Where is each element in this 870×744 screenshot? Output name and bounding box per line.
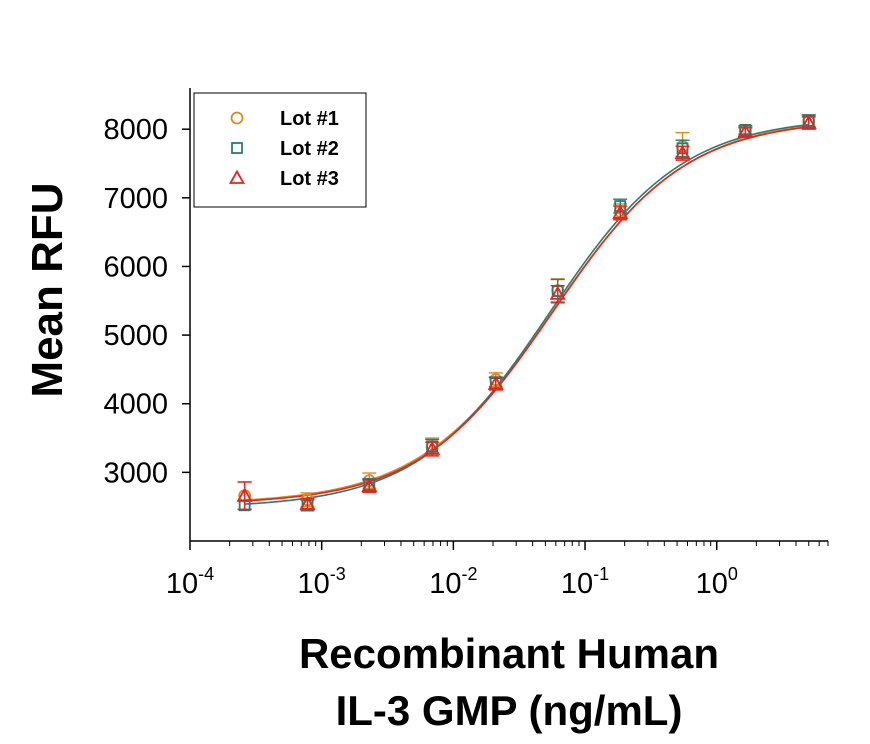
data-point	[236, 487, 253, 502]
data-point	[487, 375, 504, 390]
y-tick-label: 7000	[103, 183, 168, 215]
data-point	[424, 440, 441, 455]
x-tick-label: 10-1	[561, 564, 609, 600]
y-tick-label: 5000	[103, 320, 168, 352]
fit-curve	[244, 126, 809, 502]
legend-marker-circle	[230, 111, 244, 125]
legend-box	[193, 92, 367, 208]
data-point	[800, 114, 817, 129]
data-point	[674, 144, 691, 160]
fit-curves	[244, 123, 809, 505]
x-tick-label: 10-2	[429, 564, 477, 600]
x-tick-label: 100	[696, 564, 738, 600]
x-axis-title-line-1: Recombinant Human	[299, 630, 719, 677]
legend: Lot #1 Lot #2 Lot #3	[193, 92, 367, 208]
data-point	[737, 123, 754, 138]
x-tick-label: 10-4	[166, 564, 214, 600]
series-group	[236, 114, 817, 511]
x-tick-label: 10-3	[298, 564, 346, 600]
y-tick-label: 3000	[103, 457, 168, 489]
legend-marker-triangle	[228, 169, 246, 184]
legend-label: Lot #1	[280, 108, 339, 130]
data-point	[612, 204, 629, 219]
data-point	[549, 285, 566, 300]
legend-label: Lot #2	[280, 138, 339, 160]
data-points	[236, 114, 817, 512]
y-axis-ticks: 3000 4000 5000 6000 7000 8000	[103, 114, 190, 489]
legend-label: Lot #3	[280, 168, 339, 190]
y-tick-label: 6000	[103, 251, 168, 283]
data-point	[299, 495, 316, 510]
y-tick-label: 8000	[103, 114, 168, 146]
fit-curve	[244, 123, 809, 505]
x-axis-ticks: 10-4 10-3 10-2 10-1 100	[166, 541, 829, 600]
legend-marker-square	[231, 142, 243, 154]
x-axis-title-line-2: IL-3 GMP (ng/mL)	[336, 687, 683, 734]
data-point	[361, 477, 378, 492]
y-axis-title: Mean RFU	[23, 182, 72, 397]
y-tick-label: 4000	[103, 389, 168, 421]
